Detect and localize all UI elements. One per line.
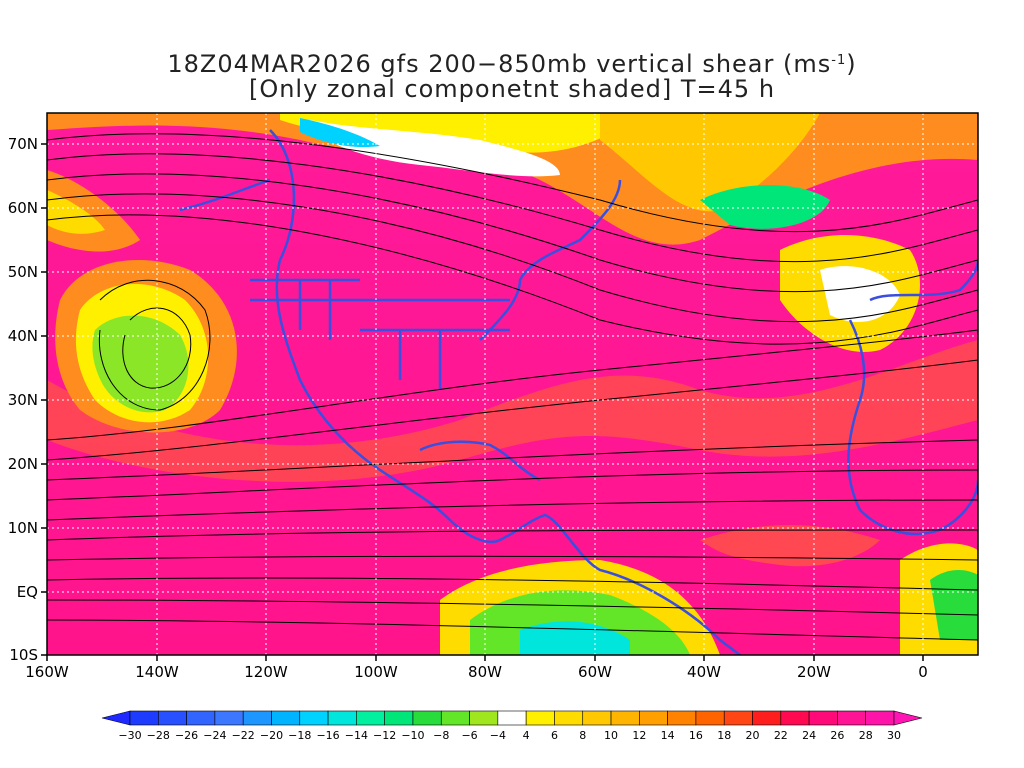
colorbar-swatch <box>610 710 640 726</box>
colorbar-label: −10 <box>401 729 424 742</box>
colorbar-swatch <box>695 710 725 726</box>
y-tick-label: 50N <box>8 263 38 281</box>
colorbar-swatch <box>667 710 697 726</box>
colorbar-label: −6 <box>461 729 477 742</box>
colorbar-label: 6 <box>551 729 558 742</box>
y-tick-label: 30N <box>8 391 38 409</box>
colorbar-swatch <box>639 710 668 726</box>
colorbar-swatch <box>440 710 470 726</box>
gridlines <box>47 113 978 655</box>
colorbar-label: 12 <box>632 729 646 742</box>
colorbar-label: −4 <box>490 729 506 742</box>
y-tick-label: EQ <box>17 583 38 601</box>
title-unit-exponent: -1 <box>831 53 847 68</box>
colorbar-swatch <box>865 710 895 726</box>
colorbar-swatch <box>554 710 584 726</box>
colorbar-min-arrow <box>101 710 131 726</box>
colorbar-label: −12 <box>373 729 396 742</box>
colorbar-swatch <box>412 710 442 726</box>
x-tick-label: 20W <box>797 663 831 681</box>
colorbar-label: −26 <box>175 729 198 742</box>
plot-frame <box>46 112 979 656</box>
colorbar-label: 26 <box>830 729 844 742</box>
y-tick-label: 60N <box>8 199 38 217</box>
colorbar-swatch <box>525 710 555 726</box>
colorbar-swatch <box>327 710 357 726</box>
y-tick-label: 20N <box>8 455 38 473</box>
colorbar-label: −30 <box>118 729 141 742</box>
coastlines <box>179 129 978 655</box>
colorbar-swatch <box>808 710 838 726</box>
x-axis: 160W 140W 120W 100W 80W 60W 40W 20W 0 <box>25 655 928 681</box>
colorbar-label: 8 <box>579 729 586 742</box>
x-tick-label: 0 <box>918 663 928 681</box>
x-tick-label: 40W <box>687 663 721 681</box>
x-tick-label: 80W <box>468 663 502 681</box>
colorbar-max-arrow <box>893 710 923 726</box>
y-tick-label: 10N <box>8 519 38 537</box>
colorbar-swatch <box>723 710 753 726</box>
x-tick-label: 120W <box>244 663 288 681</box>
colorbar-label: 28 <box>859 729 873 742</box>
colorbar-label: −28 <box>147 729 170 742</box>
map-title-line1: 18Z04MAR2026 gfs 200−850mb vertical shea… <box>0 47 1024 78</box>
colorbar-label: −24 <box>203 729 226 742</box>
colorbar-swatch <box>780 710 810 726</box>
colorbar-swatch <box>129 710 159 726</box>
y-tick-label: 10S <box>9 646 38 664</box>
colorbar-label: −22 <box>232 729 255 742</box>
colorbar: −30 −28 −26 −24 −22 −20 −18 −16 −14 −12 −10 −8 −6 −4 4… <box>101 710 923 742</box>
colorbar-label: −18 <box>288 729 311 742</box>
shear-shading <box>47 113 978 655</box>
y-axis: 70N 60N 50N 40N 30N 20N 10N EQ 10S <box>8 135 47 664</box>
map-title-line2: [Only zonal componetnt shaded] T=45 h <box>248 75 776 103</box>
colorbar-label: −8 <box>433 729 449 742</box>
colorbar-label: 24 <box>802 729 816 742</box>
colorbar-swatch <box>582 710 612 726</box>
colorbar-swatch <box>299 710 329 726</box>
colorbar-swatch <box>469 710 499 726</box>
colorbar-swatch <box>271 710 301 726</box>
colorbar-swatch <box>497 710 527 726</box>
colorbar-swatch <box>752 710 782 726</box>
x-tick-label: 140W <box>135 663 179 681</box>
title-suffix: ) <box>846 50 857 78</box>
x-tick-label: 100W <box>354 663 398 681</box>
colorbar-label: 10 <box>604 729 618 742</box>
y-tick-label: 40N <box>8 327 38 345</box>
colorbar-label: 20 <box>746 729 760 742</box>
colorbar-swatch <box>186 710 216 726</box>
colorbar-label: −20 <box>260 729 283 742</box>
colorbar-label: −14 <box>345 729 368 742</box>
colorbar-label: 4 <box>523 729 530 742</box>
y-tick-label: 70N <box>8 135 38 153</box>
colorbar-swatch <box>242 710 272 726</box>
colorbar-swatch <box>214 710 244 726</box>
colorbar-label: 30 <box>887 729 901 742</box>
colorbar-swatch <box>384 710 414 726</box>
colorbar-label: 18 <box>717 729 731 742</box>
colorbar-label: 16 <box>689 729 703 742</box>
x-tick-label: 60W <box>578 663 612 681</box>
title-text: 18Z04MAR2026 gfs 200−850mb vertical shea… <box>167 50 832 78</box>
colorbar-swatch <box>157 710 187 726</box>
streamlines <box>47 133 978 641</box>
colorbar-label: 22 <box>774 729 788 742</box>
colorbar-label: 14 <box>661 729 675 742</box>
colorbar-swatch <box>837 710 867 726</box>
colorbar-swatch <box>356 710 385 726</box>
colorbar-label: −16 <box>316 729 339 742</box>
x-tick-label: 160W <box>25 663 69 681</box>
